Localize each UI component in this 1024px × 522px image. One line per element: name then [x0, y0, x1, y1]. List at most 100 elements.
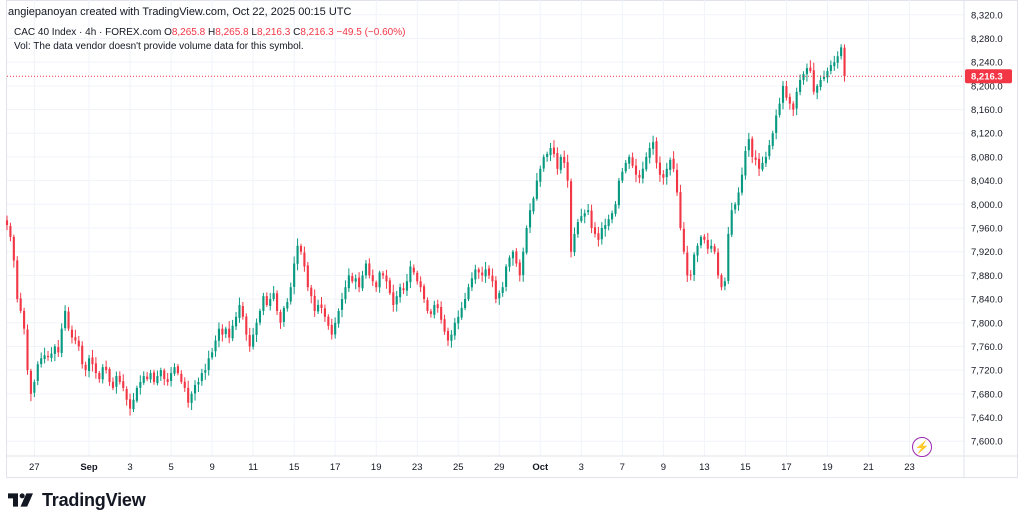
volume-note: Vol: The data vendor doesn't provide vol…	[14, 41, 304, 52]
x-tick-label: 23	[412, 462, 423, 473]
x-tick-label: Oct	[532, 462, 549, 473]
candle-body	[70, 329, 74, 338]
candle-body	[768, 145, 771, 157]
candle-body	[392, 292, 395, 305]
candle-body	[132, 399, 135, 410]
candle-body	[727, 233, 730, 281]
candle-body	[187, 387, 190, 403]
y-tick-label: 7,600.0	[971, 437, 1003, 448]
candle-body	[323, 308, 326, 317]
candle-body	[289, 287, 292, 302]
candle-body	[50, 353, 53, 358]
candle-body	[19, 298, 22, 311]
y-tick-label: 8,040.0	[971, 176, 1003, 187]
candlestick-chart[interactable]: 7,600.0 7,640.0 7,680.0 7,720.0 7,760.0 7,800…	[0, 0, 1024, 478]
candle-body	[146, 376, 149, 380]
candle-body	[491, 275, 494, 282]
x-tick-label: 27	[29, 462, 40, 473]
candle-body	[265, 296, 268, 305]
x-tick-label: 13	[699, 462, 710, 473]
candle-body	[299, 245, 303, 252]
candle-body	[515, 251, 518, 264]
candle-body	[419, 281, 422, 288]
x-tick-label: 15	[740, 462, 751, 473]
candle-body	[159, 370, 162, 377]
brand-footer[interactable]: TradingView	[8, 488, 146, 512]
candle-body	[241, 306, 244, 317]
candle-body	[180, 373, 183, 382]
candle-body	[330, 324, 333, 335]
candle-body	[819, 79, 822, 87]
lightning-icon[interactable]: ⚡	[912, 437, 932, 457]
candle-body	[764, 156, 767, 164]
x-tick-label: 5	[168, 462, 173, 473]
candle-body	[115, 376, 118, 387]
x-tick-label: 7	[620, 462, 625, 473]
candle-body	[142, 376, 145, 383]
candle-body	[228, 328, 231, 338]
y-tick-label: 8,000.0	[971, 200, 1003, 211]
candle-body	[744, 151, 747, 176]
y-tick-label: 7,640.0	[971, 413, 1003, 424]
candle-body	[252, 334, 255, 347]
candle-body	[580, 216, 583, 222]
candle-body	[74, 337, 77, 341]
candle-body	[652, 142, 655, 149]
candle-body	[248, 335, 251, 347]
candle-body	[525, 228, 528, 253]
candle-body	[399, 287, 402, 298]
candle-body	[129, 399, 132, 409]
candle-body	[433, 304, 436, 315]
candle-body	[648, 148, 651, 158]
candle-body	[628, 156, 631, 164]
x-tick-label: 3	[127, 462, 132, 473]
candle-body	[98, 372, 101, 380]
x-tick-label: 21	[863, 462, 874, 473]
candle-body	[802, 74, 805, 81]
candle-body	[611, 213, 614, 220]
candle-body	[788, 96, 791, 104]
candle-body	[672, 158, 675, 169]
candle-body	[703, 236, 706, 240]
candle-body	[655, 141, 658, 163]
candle-body	[498, 293, 501, 299]
candle-body	[829, 65, 832, 71]
candle-body	[84, 364, 87, 371]
candle-body	[826, 71, 829, 78]
candle-body	[566, 162, 569, 181]
candle-body	[720, 275, 723, 288]
candle-body	[645, 156, 648, 170]
candle-body	[494, 280, 497, 300]
candle-body	[593, 227, 597, 234]
candle-body	[29, 370, 32, 394]
candle-body	[464, 299, 467, 309]
candle-body	[163, 370, 166, 380]
candle-body	[816, 85, 819, 93]
candle-body	[395, 296, 398, 305]
candle-body	[340, 299, 344, 310]
candle-body	[347, 275, 350, 289]
candle-body	[170, 373, 173, 381]
candle-body	[204, 370, 207, 373]
candle-body	[833, 62, 836, 67]
candle-body	[77, 340, 80, 347]
candle-body	[269, 299, 272, 307]
candle-body	[101, 367, 104, 380]
candle-body	[734, 204, 737, 210]
high-value: 8,265.8	[215, 27, 249, 38]
symbol-label[interactable]: CAC 40 Index · 4h · FOREX.com	[14, 27, 162, 38]
candle-body	[381, 273, 385, 276]
candle-body	[91, 357, 94, 365]
candle-body	[173, 367, 176, 374]
candle-body	[231, 325, 234, 339]
x-tick-label: 29	[494, 462, 505, 473]
candle-body	[607, 219, 610, 226]
y-tick-label: 8,120.0	[971, 129, 1003, 140]
candle-body	[111, 381, 115, 388]
candle-body	[689, 274, 692, 276]
candle-body	[505, 266, 508, 287]
candle-body	[751, 138, 754, 157]
candle-body	[429, 311, 432, 314]
candle-body	[758, 158, 761, 169]
candle-body	[809, 67, 812, 72]
